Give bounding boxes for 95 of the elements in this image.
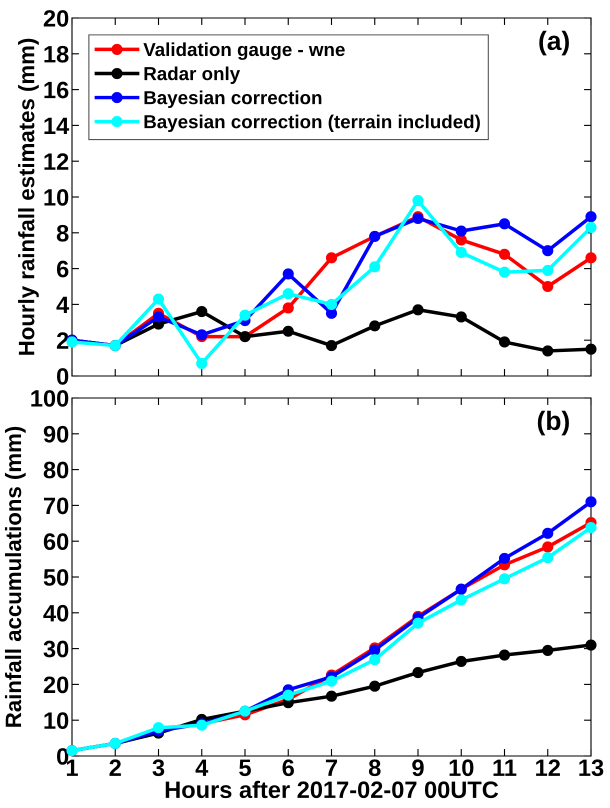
point (456, 234, 467, 246)
point (498, 552, 510, 564)
point (585, 222, 597, 233)
y-tick-label: 14 (44, 118, 70, 134)
legend-label: Validation gauge - wne (143, 42, 345, 60)
annotation: (b) (538, 410, 569, 436)
x-tick-label: 4 (196, 760, 208, 776)
x-tick-label: 9 (412, 759, 424, 776)
point (456, 656, 467, 668)
point (326, 676, 338, 687)
point (369, 644, 380, 656)
y-tick-label: 40 (43, 604, 68, 622)
point (196, 358, 208, 370)
point (542, 264, 554, 276)
point (585, 344, 597, 355)
y-tick-label: 16 (44, 82, 68, 98)
x-axis-title: Hours after 2017-02-07 00UTC (166, 780, 498, 798)
y-tick-label: 4 (56, 296, 70, 313)
point (498, 649, 510, 661)
point (498, 336, 510, 348)
x-tick-label: 13 (579, 759, 604, 776)
y-tick-label: 30 (44, 640, 68, 658)
point (412, 195, 424, 206)
point (456, 225, 467, 237)
point (412, 667, 424, 678)
point (282, 288, 294, 300)
point (585, 639, 597, 651)
point (542, 528, 554, 539)
point (152, 311, 164, 322)
point (369, 261, 380, 272)
point (412, 618, 424, 629)
point (326, 690, 338, 702)
y-tick-label: 10 (44, 189, 68, 206)
x-tick-label: 10 (450, 759, 474, 776)
y-tick-label: 6 (56, 260, 68, 278)
point (326, 252, 338, 264)
y-tick-label: 50 (44, 569, 68, 586)
y-tick-label: 10 (44, 712, 68, 729)
x-tick-label: 6 (282, 759, 294, 776)
point (498, 218, 510, 230)
point (585, 252, 597, 264)
y-tick-label: 70 (44, 497, 68, 514)
point (282, 326, 294, 337)
legend-label: Bayesian correction (terrain included) (144, 114, 480, 132)
point (498, 248, 510, 260)
legend-label: Radar only (144, 66, 240, 84)
point (542, 345, 554, 356)
point (585, 522, 597, 534)
point (585, 496, 597, 508)
y-tick-label: 80 (44, 462, 68, 478)
point (369, 680, 380, 692)
point (196, 306, 208, 318)
point (542, 552, 554, 564)
point (282, 268, 294, 280)
point (282, 302, 294, 314)
point (369, 320, 380, 332)
point (326, 298, 338, 310)
annotation: (a) (539, 30, 569, 56)
point (282, 690, 294, 701)
y-tick-label: 60 (44, 533, 68, 550)
y-tick-label: 90 (44, 426, 68, 443)
y-tick-label: 8 (56, 224, 68, 242)
y-tick-label: 100 (31, 390, 68, 407)
x-tick-label: 5 (239, 760, 251, 776)
y-tick-label: 12 (44, 153, 68, 170)
legend-label: Bayesian correction (144, 90, 322, 108)
point (326, 340, 338, 352)
x-tick-label: 12 (536, 759, 560, 776)
y-tick-label: 0 (57, 748, 68, 765)
y-tick-label: 18 (44, 46, 68, 63)
x-tick-label: 3 (152, 759, 164, 776)
point (369, 654, 380, 666)
point (456, 246, 467, 258)
point (542, 280, 554, 292)
x-tick-label: 2 (110, 759, 121, 776)
x-tick-label: 8 (368, 759, 381, 776)
y-axis-title: Rainfall accumulations (mm) (4, 426, 26, 727)
x-tick-label: 7 (326, 760, 338, 776)
point (498, 266, 510, 278)
x-tick-label: 1 (66, 760, 78, 776)
point (152, 293, 164, 305)
point (239, 310, 251, 321)
y-axis-title: Hourly rainfall estimates (mm) (18, 38, 39, 355)
y-tick-label: 0 (57, 368, 68, 385)
point (412, 304, 424, 316)
y-tick-label: 20 (44, 10, 68, 27)
point (585, 211, 597, 222)
point (542, 644, 554, 656)
y-tick-label: 20 (44, 676, 68, 694)
point (542, 541, 554, 552)
point (456, 594, 467, 606)
x-tick-label: 11 (494, 760, 516, 776)
point (456, 311, 467, 322)
point (542, 245, 554, 256)
point (498, 573, 510, 584)
